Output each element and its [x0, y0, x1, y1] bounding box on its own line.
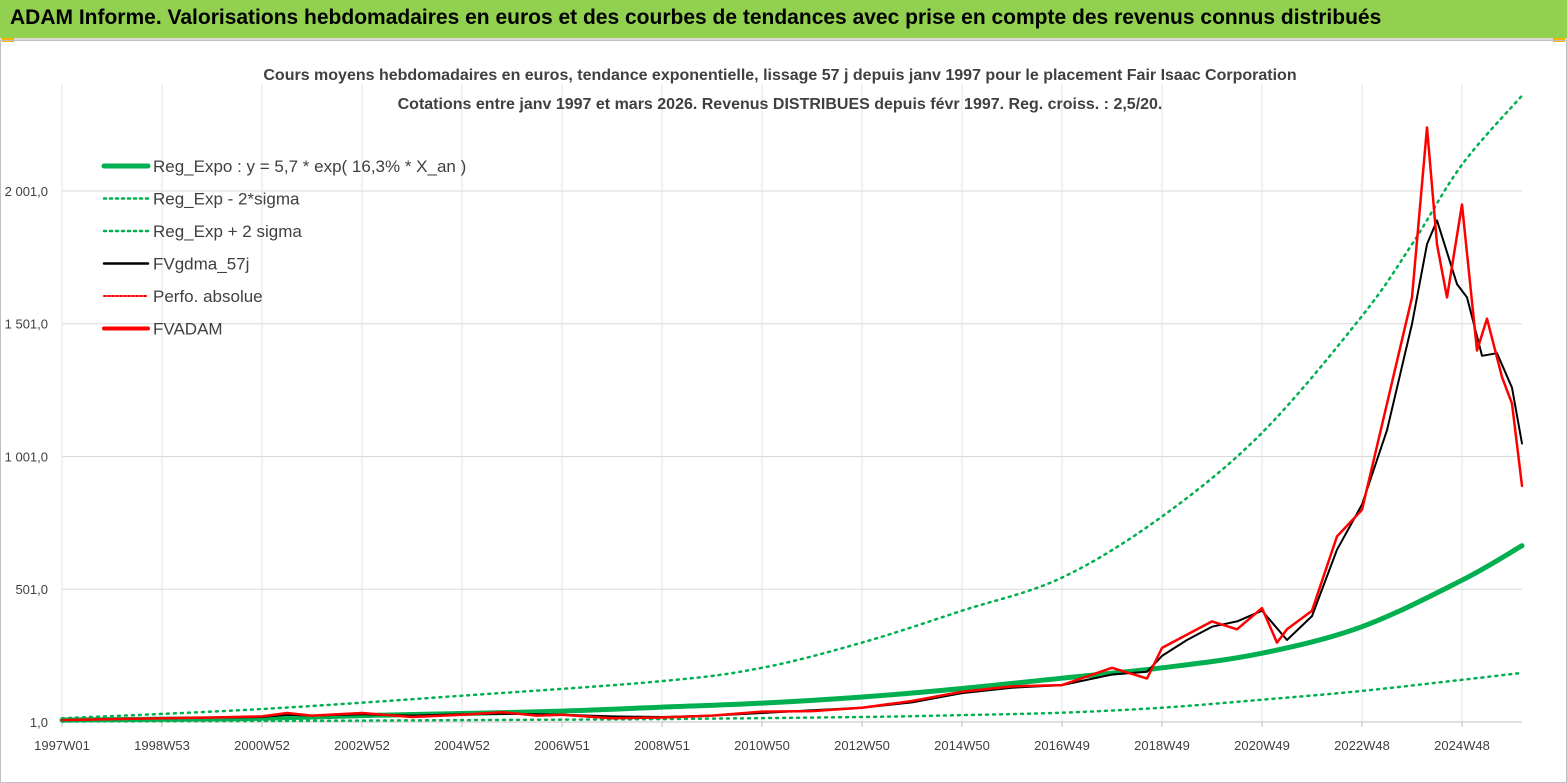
- x-tick-label: 2012W50: [834, 738, 890, 753]
- x-tick-label: 2006W51: [534, 738, 590, 753]
- x-tick-label: 2004W52: [434, 738, 490, 753]
- chart-subtitle: Cotations entre janv 1997 et mars 2026. …: [398, 96, 1163, 113]
- series-line-reg-expo: [59, 543, 1525, 723]
- x-tick-label: 2020W49: [1234, 738, 1290, 753]
- x-tick-label: 2008W51: [634, 738, 690, 753]
- x-tick-label: 2010W50: [734, 738, 790, 753]
- chart-title: Cours moyens hebdomadaires en euros, ten…: [263, 67, 1296, 84]
- legend-label-price: FVADAM: [153, 320, 223, 339]
- series-line-fvadam: [60, 126, 1524, 722]
- legend-label-trend: Reg_Expo : y = 5,7 * exp( 16,3% * X_an ): [153, 157, 466, 176]
- y-tick-label: 501,0: [15, 582, 48, 597]
- x-tick-label: 2022W48: [1334, 738, 1390, 753]
- x-tick-label: 2016W49: [1034, 738, 1090, 753]
- x-tick-label: 2018W49: [1134, 738, 1190, 753]
- series-line-reg-exp-2-sigma: [60, 671, 1524, 723]
- gridlines: [61, 85, 1522, 723]
- x-tick-label: 1997W01: [34, 738, 90, 753]
- legend-label-lower: Reg_Exp - 2*sigma: [153, 190, 300, 209]
- y-tick-label: 2 001,0: [5, 184, 48, 199]
- y-tick-label: 1 001,0: [5, 449, 48, 464]
- x-axis: 1997W01 1998W53 2000W52 2002W52 2004W52 2006W…: [34, 721, 1522, 753]
- series-line-reg-exp-2-sigma: [60, 94, 1524, 720]
- y-tick-label: 1 501,0: [5, 317, 48, 332]
- legend-label-perf: Perfo. absolue: [153, 287, 263, 306]
- x-tick-label: 2002W52: [334, 738, 390, 753]
- legend-label-upper: Reg_Exp + 2 sigma: [153, 222, 302, 241]
- y-axis: 1,0 501,0 1 001,0 1 501,0 2 001,0: [5, 184, 48, 730]
- page-title: ADAM Informe. Valorisations hebdomadaire…: [10, 6, 1382, 29]
- x-tick-label: 1998W53: [134, 738, 190, 753]
- x-tick-label: 2014W50: [934, 738, 990, 753]
- x-tick-label: 2024W48: [1434, 738, 1490, 753]
- y-tick-label: 1,0: [30, 715, 48, 730]
- legend-label-smooth: FVgdma_57j: [153, 255, 249, 274]
- series-group: [59, 94, 1525, 723]
- x-tick-label: 2000W52: [234, 738, 290, 753]
- legend: Reg_Expo : y = 5,7 * exp( 16,3% * X_an )…: [101, 157, 466, 339]
- header-banner: ADAM Informe. Valorisations hebdomadaire…: [0, 0, 1567, 40]
